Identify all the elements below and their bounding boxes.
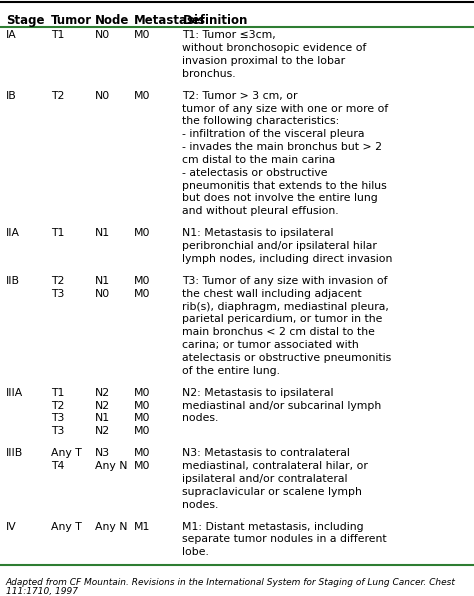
Text: carina; or tumor associated with: carina; or tumor associated with — [182, 340, 359, 350]
Text: bronchus.: bronchus. — [182, 69, 236, 79]
Text: Tumor: Tumor — [51, 14, 92, 27]
Text: IB: IB — [6, 91, 17, 101]
Text: M0: M0 — [134, 426, 150, 436]
Text: N0: N0 — [95, 289, 110, 299]
Text: N2: Metastasis to ipsilateral: N2: Metastasis to ipsilateral — [182, 388, 334, 398]
Text: M0: M0 — [134, 276, 150, 286]
Text: M0: M0 — [134, 228, 150, 238]
Text: without bronchosopic evidence of: without bronchosopic evidence of — [182, 43, 367, 53]
Text: IIA: IIA — [6, 228, 20, 238]
Text: Any N: Any N — [95, 522, 128, 532]
Text: T3: T3 — [51, 426, 64, 436]
Text: T2: T2 — [51, 401, 64, 411]
Text: - infiltration of the visceral pleura: - infiltration of the visceral pleura — [182, 129, 365, 139]
Text: N3: Metastasis to contralateral: N3: Metastasis to contralateral — [182, 448, 350, 458]
Text: the following characteristics:: the following characteristics: — [182, 116, 340, 126]
Text: lymph nodes, including direct invasion: lymph nodes, including direct invasion — [182, 254, 393, 264]
Text: N1: N1 — [95, 228, 110, 238]
Text: Metastasis: Metastasis — [134, 14, 206, 27]
Text: cm distal to the main carina: cm distal to the main carina — [182, 155, 336, 165]
Text: lobe.: lobe. — [182, 547, 210, 557]
Text: T2: T2 — [51, 276, 64, 286]
Text: supraclavicular or scalene lymph: supraclavicular or scalene lymph — [182, 487, 362, 497]
Text: Any N: Any N — [95, 461, 128, 471]
Text: N2: N2 — [95, 388, 110, 398]
Text: M0: M0 — [134, 401, 150, 411]
Text: N3: N3 — [95, 448, 110, 458]
Text: Stage: Stage — [6, 14, 44, 27]
Text: 111:1710, 1997: 111:1710, 1997 — [6, 586, 78, 596]
Text: - invades the main bronchus but > 2: - invades the main bronchus but > 2 — [182, 142, 383, 152]
Text: N1: N1 — [95, 414, 110, 424]
Text: T2: Tumor > 3 cm, or: T2: Tumor > 3 cm, or — [182, 91, 298, 101]
Text: Adapted from CF Mountain. Revisions in the International System for Staging of L: Adapted from CF Mountain. Revisions in t… — [6, 578, 456, 586]
Text: N2: N2 — [95, 401, 110, 411]
Text: IIIB: IIIB — [6, 448, 23, 458]
Text: M1: Distant metastasis, including: M1: Distant metastasis, including — [182, 522, 364, 532]
Text: invasion proximal to the lobar: invasion proximal to the lobar — [182, 56, 346, 66]
Text: IIB: IIB — [6, 276, 20, 286]
Text: nodes.: nodes. — [182, 499, 219, 510]
Text: separate tumor nodules in a different: separate tumor nodules in a different — [182, 535, 387, 545]
Text: Any T: Any T — [51, 448, 82, 458]
Text: main bronchus < 2 cm distal to the: main bronchus < 2 cm distal to the — [182, 327, 375, 337]
Text: parietal pericardium, or tumor in the: parietal pericardium, or tumor in the — [182, 315, 383, 324]
Text: T3: Tumor of any size with invasion of: T3: Tumor of any size with invasion of — [182, 276, 388, 286]
Text: M0: M0 — [134, 414, 150, 424]
Text: mediastinal and/or subcarinal lymph: mediastinal and/or subcarinal lymph — [182, 401, 382, 411]
Text: pneumonitis that extends to the hilus: pneumonitis that extends to the hilus — [182, 181, 387, 191]
Text: the chest wall including adjacent: the chest wall including adjacent — [182, 289, 362, 299]
Text: T4: T4 — [51, 461, 64, 471]
Text: ipsilateral and/or contralateral: ipsilateral and/or contralateral — [182, 474, 348, 484]
Text: atelectasis or obstructive pneumonitis: atelectasis or obstructive pneumonitis — [182, 353, 392, 363]
Text: T2: T2 — [51, 91, 64, 101]
Text: Any T: Any T — [51, 522, 82, 532]
Text: N0: N0 — [95, 30, 110, 41]
Text: mediastinal, contralateral hilar, or: mediastinal, contralateral hilar, or — [182, 461, 368, 471]
Text: Definition: Definition — [182, 14, 248, 27]
Text: IA: IA — [6, 30, 17, 41]
Text: M0: M0 — [134, 91, 150, 101]
Text: M0: M0 — [134, 30, 150, 41]
Text: peribronchial and/or ipsilateral hilar: peribronchial and/or ipsilateral hilar — [182, 241, 377, 251]
Text: nodes.: nodes. — [182, 414, 219, 424]
Text: T3: T3 — [51, 414, 64, 424]
Text: N1: Metastasis to ipsilateral: N1: Metastasis to ipsilateral — [182, 228, 334, 238]
Text: M0: M0 — [134, 448, 150, 458]
Text: rib(s), diaphragm, mediastinal pleura,: rib(s), diaphragm, mediastinal pleura, — [182, 302, 389, 312]
Text: of the entire lung.: of the entire lung. — [182, 366, 281, 376]
Text: IV: IV — [6, 522, 17, 532]
Text: N1: N1 — [95, 276, 110, 286]
Text: Node: Node — [95, 14, 129, 27]
Text: T1: T1 — [51, 228, 64, 238]
Text: and without pleural effusion.: and without pleural effusion. — [182, 206, 339, 216]
Text: IIIA: IIIA — [6, 388, 23, 398]
Text: tumor of any size with one or more of: tumor of any size with one or more of — [182, 104, 389, 114]
Text: N2: N2 — [95, 426, 110, 436]
Text: M1: M1 — [134, 522, 150, 532]
Text: - atelectasis or obstructive: - atelectasis or obstructive — [182, 168, 328, 178]
Text: T1: T1 — [51, 388, 64, 398]
Text: M0: M0 — [134, 388, 150, 398]
Text: M0: M0 — [134, 461, 150, 471]
Text: T1: T1 — [51, 30, 64, 41]
Text: M0: M0 — [134, 289, 150, 299]
Text: T3: T3 — [51, 289, 64, 299]
Text: T1: Tumor ≤3cm,: T1: Tumor ≤3cm, — [182, 30, 276, 41]
Text: but does not involve the entire lung: but does not involve the entire lung — [182, 194, 378, 203]
Text: N0: N0 — [95, 91, 110, 101]
